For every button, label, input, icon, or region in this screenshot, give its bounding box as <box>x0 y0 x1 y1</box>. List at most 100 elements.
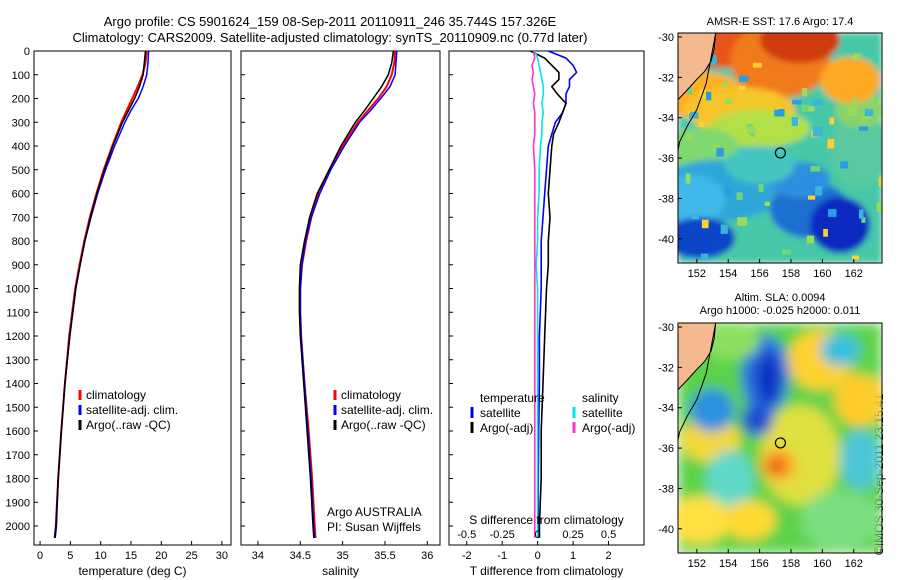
panel-frame <box>33 50 232 546</box>
legend-label: satellite <box>582 406 623 420</box>
sst-speckle <box>853 97 858 106</box>
x-tick-label: 5 <box>67 550 73 562</box>
sst-speckle <box>847 106 857 116</box>
y-tick-label: 1900 <box>6 497 30 509</box>
sst-speckle <box>720 224 728 234</box>
x-tick-label: 35.5 <box>374 550 395 562</box>
figure-title-line2: Climatology: CARS2009. Satellite-adjuste… <box>72 30 588 45</box>
y-tick-label: 100 <box>12 70 30 82</box>
land-area <box>678 33 716 100</box>
y-tick-label: 1100 <box>6 307 30 319</box>
sst-speckle <box>764 201 771 206</box>
x-tick-label: -1 <box>497 550 507 562</box>
x-tick-label: 35 <box>336 550 348 562</box>
series-line-satellite <box>537 50 578 538</box>
lat-tick-label: -32 <box>658 362 674 374</box>
sst-colour-field <box>678 33 882 263</box>
y-tick-label: 300 <box>12 117 30 129</box>
sst-speckle <box>858 126 868 131</box>
land-area <box>678 323 716 390</box>
sla-map-title-line1: Altim. SLA: 0.0094 <box>734 292 826 304</box>
sst-speckle <box>750 130 755 137</box>
annotation-line1: Argo AUSTRALIA <box>327 505 422 519</box>
argo-location-marker <box>774 147 787 159</box>
sst-map-field <box>678 33 882 263</box>
sst-speckle <box>861 114 871 120</box>
x-tick-label: 10 <box>95 550 107 562</box>
legend-label: Argo(..raw -QC) <box>86 418 171 432</box>
sst-speckle <box>815 185 823 196</box>
sst-speckle <box>827 138 835 149</box>
legend-label: satellite-adj. clim. <box>86 403 178 417</box>
sst-speckle <box>808 195 816 200</box>
profile-panel-1: 0100200300400500600700800900100011001200… <box>6 46 232 578</box>
sst-speckle <box>746 126 756 134</box>
sst-speckle <box>722 81 729 87</box>
map-frame <box>677 322 883 554</box>
sst-speckle <box>691 214 699 220</box>
sla-region <box>706 450 754 510</box>
lon-tick-label: 162 <box>845 558 863 570</box>
lat-tick-label: -34 <box>658 113 674 125</box>
y-tick-label: 1700 <box>6 450 30 462</box>
sst-speckle <box>685 173 691 184</box>
s-tick-label: 0 <box>535 529 541 541</box>
sst-map: 152 154 156 158 160 162 -30 -32 -34 -36 -38 -40 <box>658 32 883 280</box>
sst-speckle <box>689 113 699 119</box>
sst-speckle <box>878 177 882 187</box>
sst-speckle <box>864 109 874 117</box>
sst-speckle <box>853 53 861 60</box>
sst-speckle <box>802 87 808 97</box>
y-tick-label: 2000 <box>6 521 30 533</box>
lat-tick-label: -36 <box>658 443 674 455</box>
x-tick-label: 0 <box>535 550 541 562</box>
x-tick-label: 36 <box>421 550 433 562</box>
sst-speckle <box>808 106 815 112</box>
sst-speckle <box>801 104 810 112</box>
y-tick-label: 0 <box>24 46 30 58</box>
y-tick-label: 1800 <box>6 474 30 486</box>
sla-region <box>724 500 776 540</box>
x-tick-label: -2 <box>462 550 472 562</box>
y-tick-label: 900 <box>12 260 30 272</box>
legend-label: Argo(-adj) <box>582 421 635 435</box>
sst-speckle <box>852 255 860 260</box>
legend-label: Argo(-adj) <box>480 421 533 435</box>
sla-region <box>678 496 730 544</box>
s-tick-label: -0.5 <box>457 529 476 541</box>
map-frame <box>677 32 883 264</box>
sst-speckle <box>810 165 821 172</box>
sst-speckle <box>738 85 746 90</box>
sst-speckle <box>687 86 693 95</box>
x-tick-label: 34 <box>252 550 264 562</box>
sst-speckle <box>724 186 733 196</box>
s-tick-label: 0.5 <box>601 529 616 541</box>
legend-label: satellite-adj. clim. <box>341 403 433 417</box>
series-line-argorawqc <box>298 50 395 538</box>
sla-region <box>769 458 785 474</box>
sla-colour-field <box>678 323 882 553</box>
x-tick-label: 34.5 <box>290 550 311 562</box>
y-tick-label: 1300 <box>6 355 30 367</box>
sst-speckle <box>840 161 849 169</box>
sst-region <box>810 197 870 253</box>
sst-speckle <box>861 217 866 223</box>
lat-tick-label: -34 <box>658 403 674 415</box>
lat-tick-label: -38 <box>658 193 674 205</box>
sst-speckle <box>701 219 709 229</box>
legend-label: climatology <box>86 388 146 402</box>
sla-map-field <box>678 323 882 553</box>
y-tick-label: 1500 <box>6 402 30 414</box>
sst-speckle <box>698 121 705 128</box>
series-line-argoadj <box>531 50 536 538</box>
series-line-satelliteadjclim <box>299 50 398 538</box>
coastline <box>678 33 717 151</box>
sla-region <box>741 404 773 436</box>
sla-region <box>840 430 880 490</box>
legend-header-salinity: salinity <box>582 391 619 405</box>
legend-label: satellite <box>480 406 521 420</box>
sst-region <box>760 33 840 63</box>
y-tick-label: 700 <box>12 212 30 224</box>
lat-tick-label: -36 <box>658 153 674 165</box>
